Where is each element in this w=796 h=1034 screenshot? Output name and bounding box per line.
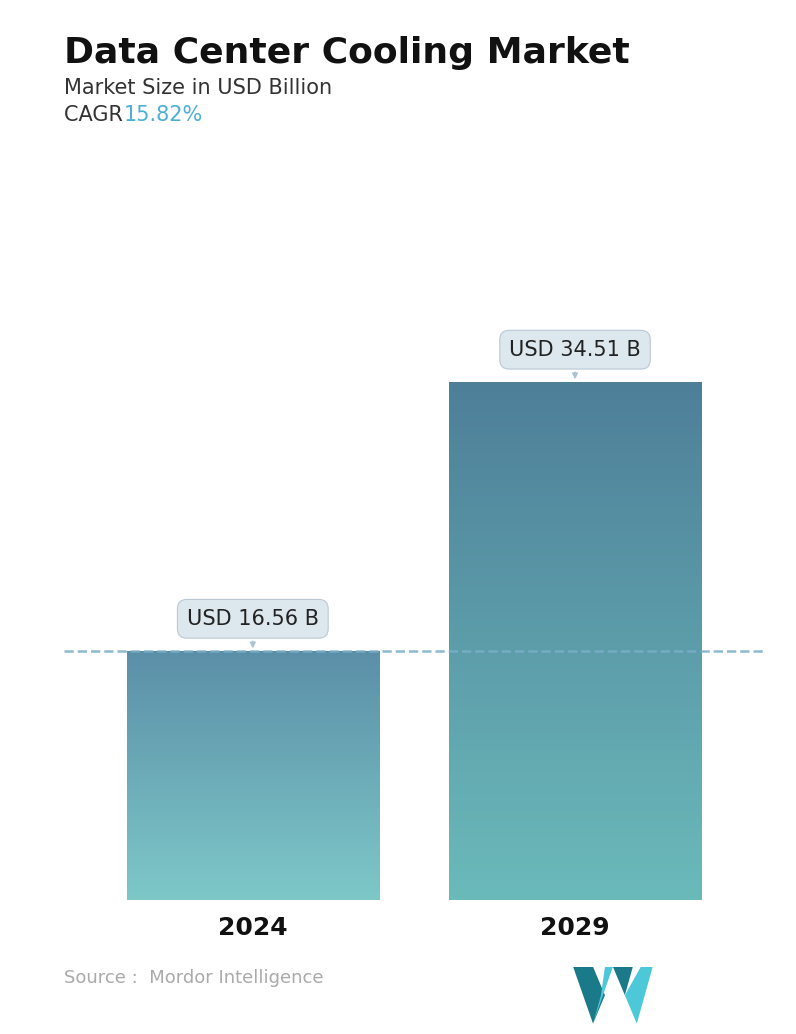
Polygon shape — [573, 967, 605, 1024]
Text: Source :  Mordor Intelligence: Source : Mordor Intelligence — [64, 970, 323, 987]
Text: USD 34.51 B: USD 34.51 B — [509, 340, 641, 377]
Text: 15.82%: 15.82% — [123, 105, 203, 125]
Polygon shape — [613, 967, 633, 995]
Polygon shape — [625, 967, 653, 1024]
Text: USD 16.56 B: USD 16.56 B — [187, 609, 319, 646]
Text: CAGR: CAGR — [64, 105, 129, 125]
Text: Market Size in USD Billion: Market Size in USD Billion — [64, 78, 332, 97]
Text: Data Center Cooling Market: Data Center Cooling Market — [64, 36, 630, 70]
Polygon shape — [593, 967, 613, 1024]
